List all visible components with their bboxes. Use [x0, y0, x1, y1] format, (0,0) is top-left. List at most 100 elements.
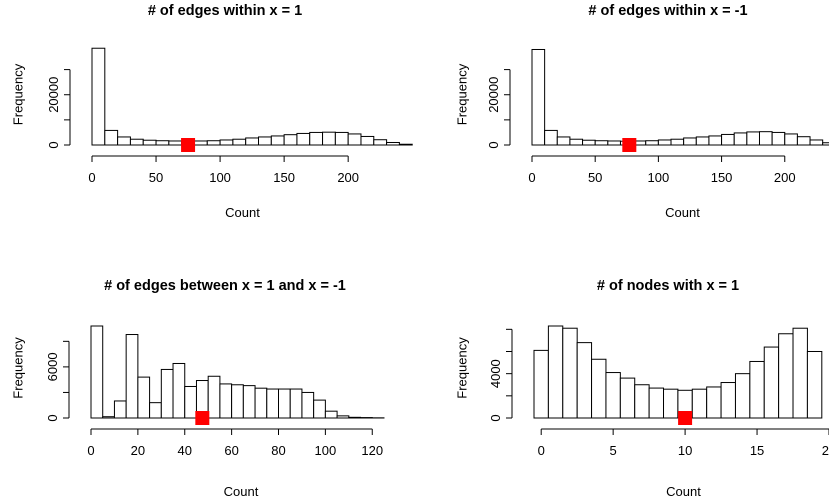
- histogram-bar: [784, 133, 798, 146]
- x-tick-label: 100: [315, 443, 337, 458]
- chart-panel-2: # of edges within x = -1 0 50 100 150 200 Coun…: [455, 3, 829, 220]
- histogram-bar: [683, 137, 697, 146]
- x-tick-label: 10: [678, 443, 692, 458]
- histogram-bar: [313, 399, 326, 419]
- histogram-bar: [309, 131, 324, 146]
- histogram-bar: [184, 385, 197, 419]
- histogram-bar: [386, 141, 400, 146]
- x-tick-label: 50: [149, 170, 163, 185]
- histogram-bar: [283, 134, 298, 146]
- x-tick-label: 120: [361, 443, 383, 458]
- histogram-bar: [607, 140, 621, 146]
- x-tick-label: 200: [337, 170, 359, 185]
- y-tick-label: 4000: [488, 359, 503, 388]
- histogram-bar: [691, 388, 708, 419]
- x-axis-label: Count: [225, 205, 260, 220]
- histogram-bar: [206, 140, 221, 146]
- histogram-bar: [322, 131, 336, 146]
- histogram-bar: [562, 327, 578, 419]
- x-tick-label: 15: [750, 443, 764, 458]
- histogram-bar: [582, 139, 596, 146]
- x-tick-label: 150: [273, 170, 295, 185]
- histogram-bar: [258, 136, 272, 146]
- histogram-bar: [90, 325, 104, 419]
- histogram-bar: [544, 129, 558, 146]
- histogram-bar: [270, 135, 285, 146]
- histogram-bar: [670, 138, 685, 146]
- x-tick-label: 80: [271, 443, 285, 458]
- histogram-bar: [708, 135, 723, 146]
- histogram-bar: [301, 391, 315, 419]
- histogram-bar: [771, 131, 786, 146]
- chart-panel-1: # of edges within x = 1 0 50 100 150 200 Count…: [11, 3, 413, 220]
- x-tick-label: 5: [610, 443, 617, 458]
- histogram-bar: [137, 376, 151, 419]
- histogram-bar: [242, 385, 256, 419]
- y-tick-label: 0: [45, 414, 60, 421]
- x-tick-label: 60: [224, 443, 238, 458]
- x-axis-label: Count: [224, 484, 259, 499]
- observed-value-marker: [678, 411, 693, 425]
- histogram-bar: [809, 139, 824, 146]
- observed-value-marker: [181, 138, 196, 152]
- histogram-bar: [758, 131, 773, 146]
- observed-value-marker: [622, 138, 637, 152]
- y-axis-label: Frequency: [11, 63, 26, 125]
- y-axis-label: Frequency: [455, 63, 470, 125]
- x-tick-label: 100: [648, 170, 670, 185]
- histogram-bar: [125, 334, 139, 419]
- chart-title: # of edges between x = 1 and x = -1: [104, 278, 346, 294]
- x-tick-label: 100: [209, 170, 231, 185]
- x-tick-label: 20: [822, 443, 829, 458]
- histogram-bar: [576, 342, 593, 419]
- histogram-bar: [733, 132, 748, 146]
- histogram-bar: [296, 132, 311, 146]
- histogram-bar: [778, 333, 794, 419]
- histogram-bar: [796, 136, 811, 146]
- y-tick-label: 0: [488, 414, 503, 421]
- histogram-bar: [619, 377, 636, 419]
- x-tick-label: 0: [538, 443, 545, 458]
- y-tick-label: 20000: [46, 77, 61, 113]
- histogram-bar: [129, 138, 144, 146]
- y-axis-label: Frequency: [11, 337, 26, 399]
- x-tick-label: 0: [87, 443, 94, 458]
- histogram-bar: [373, 139, 388, 146]
- histogram-bar: [102, 416, 115, 419]
- histogram-bar: [91, 47, 106, 146]
- histogram-bar: [231, 384, 244, 419]
- observed-value-marker: [195, 411, 210, 425]
- histogram-bar: [648, 387, 665, 419]
- histogram-bar: [822, 142, 829, 146]
- x-tick-label: 40: [178, 443, 192, 458]
- histogram-bar: [117, 136, 131, 146]
- histogram-bar: [266, 388, 279, 419]
- x-tick-label: 150: [711, 170, 733, 185]
- chart-title: # of nodes with x = 1: [597, 278, 739, 294]
- histogram-bar: [149, 402, 162, 419]
- histogram-bar: [278, 388, 291, 419]
- histogram-bar: [746, 131, 760, 146]
- histogram-bar: [763, 346, 780, 419]
- histogram-bar: [749, 360, 765, 419]
- x-tick-label: 20: [131, 443, 145, 458]
- histogram-bar: [193, 140, 208, 146]
- histogram-bar: [605, 372, 621, 419]
- histogram-bar: [734, 373, 751, 419]
- chart-title: # of edges within x = 1: [148, 3, 302, 19]
- x-tick-label: 0: [88, 170, 95, 185]
- histogram-bar: [334, 131, 349, 146]
- y-axis-label: Frequency: [455, 337, 470, 399]
- histogram-bar: [634, 384, 650, 419]
- histogram-bar: [695, 136, 710, 146]
- x-axis-label: Count: [665, 205, 700, 220]
- histogram-bar: [792, 327, 808, 419]
- histogram-bar: [160, 368, 174, 419]
- histogram-bar: [663, 388, 679, 419]
- histogram-bar: [155, 140, 170, 146]
- histogram-bar: [172, 362, 186, 419]
- histogram-bar: [806, 350, 823, 419]
- histogram-bar: [219, 383, 233, 419]
- histogram-bar: [219, 139, 234, 146]
- histogram-bar: [720, 382, 736, 419]
